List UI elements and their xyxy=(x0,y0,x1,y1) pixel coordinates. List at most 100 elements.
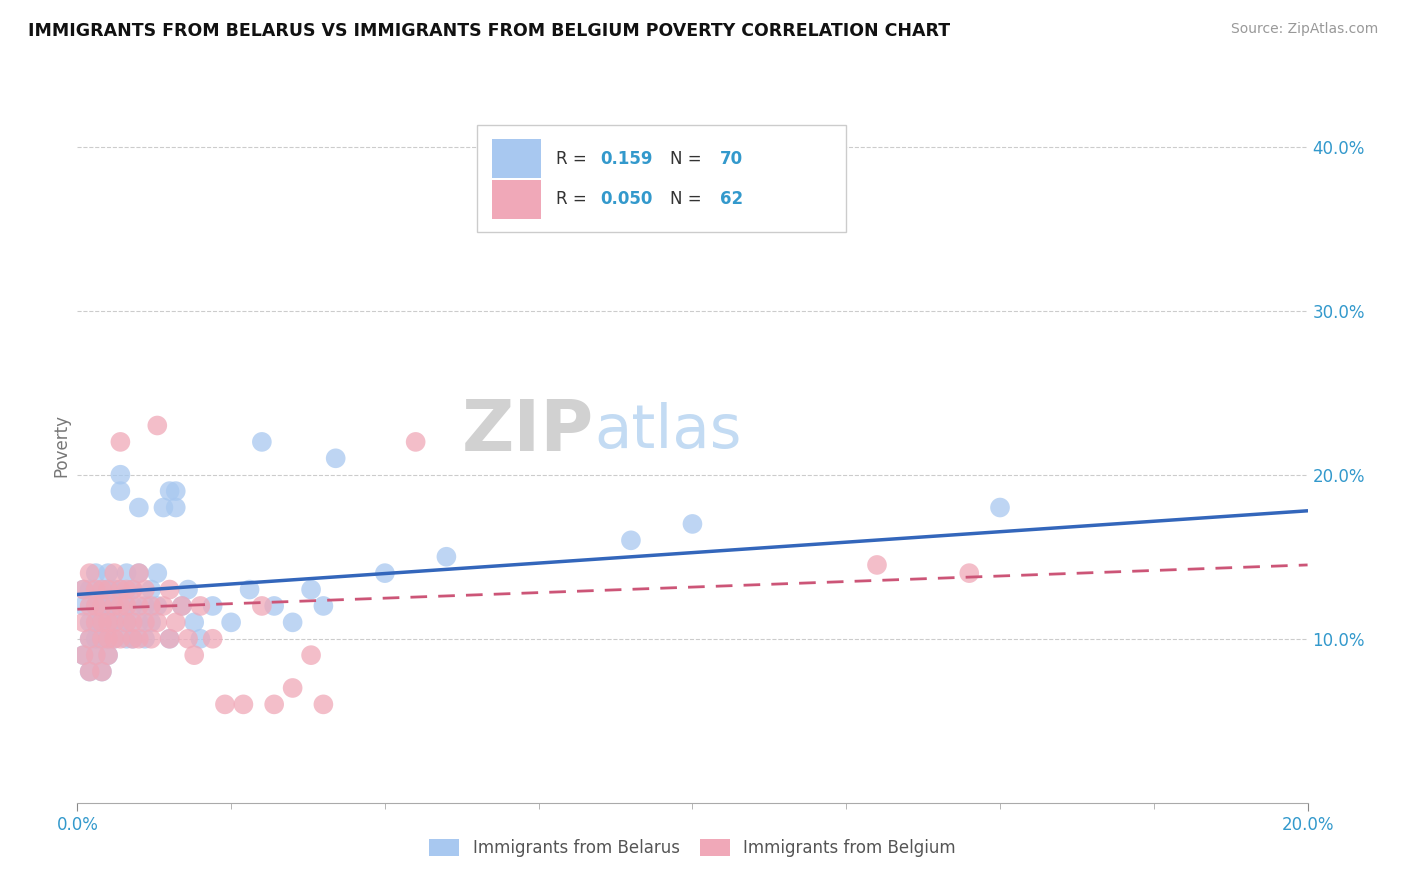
Point xyxy=(84,632,107,646)
Point xyxy=(90,632,114,646)
Point xyxy=(121,582,143,597)
Point xyxy=(232,698,254,712)
Point xyxy=(110,632,132,646)
Point xyxy=(159,632,181,646)
Point xyxy=(988,500,1011,515)
Point xyxy=(115,566,138,581)
Point xyxy=(146,615,169,630)
Point xyxy=(115,615,138,630)
Point xyxy=(183,648,205,662)
Point xyxy=(250,599,273,613)
Point xyxy=(188,599,212,613)
Text: N =: N = xyxy=(671,191,707,209)
Text: 70: 70 xyxy=(720,150,742,168)
Point xyxy=(170,599,193,613)
Point xyxy=(103,632,125,646)
Point xyxy=(84,566,107,581)
Point xyxy=(281,681,304,695)
Legend: Immigrants from Belarus, Immigrants from Belgium: Immigrants from Belarus, Immigrants from… xyxy=(420,831,965,866)
Point xyxy=(325,451,347,466)
Point xyxy=(188,632,212,646)
Point xyxy=(115,582,138,597)
Point xyxy=(72,648,94,662)
Point xyxy=(250,434,273,449)
Point xyxy=(128,500,150,515)
Point xyxy=(72,648,94,662)
Point xyxy=(110,434,132,449)
Point xyxy=(682,516,704,531)
Point xyxy=(103,582,125,597)
Point xyxy=(90,599,114,613)
Point xyxy=(128,632,150,646)
FancyBboxPatch shape xyxy=(492,180,541,219)
Point xyxy=(97,615,120,630)
Point xyxy=(121,615,143,630)
FancyBboxPatch shape xyxy=(477,125,846,232)
Point xyxy=(84,599,107,613)
Point xyxy=(128,566,150,581)
Point xyxy=(146,566,169,581)
Point xyxy=(159,484,181,499)
Text: 0.159: 0.159 xyxy=(600,150,652,168)
Point xyxy=(103,566,125,581)
Point xyxy=(201,632,224,646)
Point xyxy=(281,615,304,630)
Point xyxy=(97,615,120,630)
Point xyxy=(90,582,114,597)
Text: ZIP: ZIP xyxy=(461,397,595,467)
Point xyxy=(121,632,143,646)
Point xyxy=(436,549,458,564)
Point xyxy=(121,632,143,646)
Point xyxy=(72,599,94,613)
Point xyxy=(299,648,322,662)
Point xyxy=(128,615,150,630)
Point xyxy=(152,500,174,515)
Point xyxy=(214,698,236,712)
Point xyxy=(97,648,120,662)
Point xyxy=(239,582,262,597)
Point xyxy=(79,665,101,679)
Point xyxy=(103,632,125,646)
Point xyxy=(170,599,193,613)
Point xyxy=(79,632,101,646)
Point xyxy=(110,599,132,613)
Point xyxy=(90,599,114,613)
Point xyxy=(72,582,94,597)
Point xyxy=(79,582,101,597)
Point xyxy=(90,632,114,646)
Point xyxy=(312,698,335,712)
Point xyxy=(165,484,187,499)
Point xyxy=(374,566,396,581)
Point xyxy=(84,615,107,630)
Point xyxy=(84,582,107,597)
Point xyxy=(115,615,138,630)
Point xyxy=(141,632,163,646)
Point xyxy=(219,615,242,630)
Point xyxy=(146,418,169,433)
Y-axis label: Poverty: Poverty xyxy=(52,415,70,477)
Point xyxy=(159,632,181,646)
Point xyxy=(263,599,285,613)
Point xyxy=(201,599,224,613)
Point xyxy=(152,599,174,613)
Point xyxy=(183,615,205,630)
Point xyxy=(103,615,125,630)
Point xyxy=(90,615,114,630)
FancyBboxPatch shape xyxy=(492,139,541,178)
Point xyxy=(110,615,132,630)
Text: 0.050: 0.050 xyxy=(600,191,652,209)
Point xyxy=(121,599,143,613)
Text: atlas: atlas xyxy=(595,402,741,461)
Point xyxy=(115,632,138,646)
Point xyxy=(97,599,120,613)
Point xyxy=(620,533,643,548)
Text: Source: ZipAtlas.com: Source: ZipAtlas.com xyxy=(1230,22,1378,37)
Point xyxy=(165,615,187,630)
Point xyxy=(263,698,285,712)
Point xyxy=(312,599,335,613)
Point xyxy=(97,566,120,581)
Point xyxy=(134,599,156,613)
Point xyxy=(84,599,107,613)
Point xyxy=(97,582,120,597)
Point xyxy=(159,582,181,597)
